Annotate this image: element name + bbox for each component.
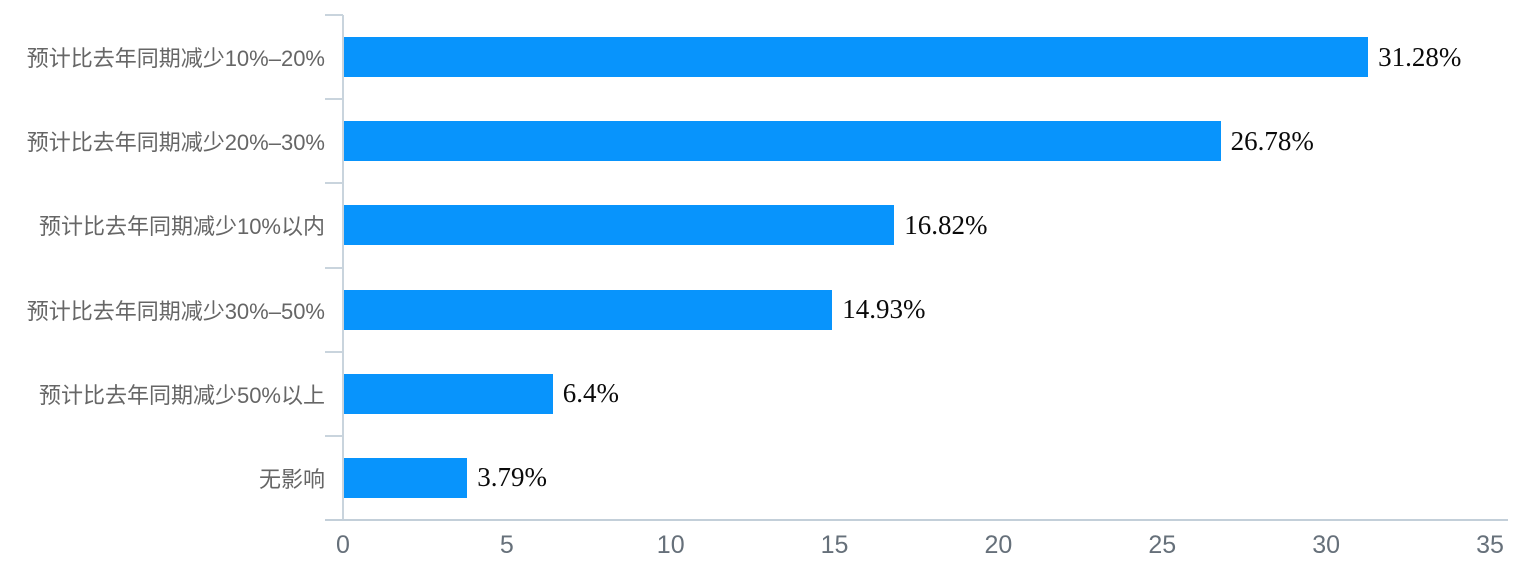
bar <box>343 121 1221 162</box>
value-label: 3.79% <box>477 462 547 493</box>
x-tick-label: 10 <box>656 531 685 559</box>
chart-row: 预计比去年同期减少50%以上 6.4% <box>0 352 1518 436</box>
x-tick-label: 20 <box>984 531 1013 559</box>
y-axis-tick <box>325 98 343 101</box>
bar <box>343 205 895 246</box>
category-label: 无影响 <box>258 466 325 492</box>
y-axis-line <box>342 15 344 520</box>
category-label: 预计比去年同期减少10%以内 <box>38 214 325 240</box>
x-axis-line <box>325 519 1508 521</box>
bar <box>343 37 1369 78</box>
x-tick-label: 25 <box>1148 531 1177 559</box>
bar <box>343 289 833 330</box>
x-tick-label: 0 <box>336 531 350 559</box>
y-axis-tick <box>325 266 343 269</box>
bar <box>343 373 553 414</box>
y-axis-tick <box>325 434 343 437</box>
value-label: 6.4% <box>562 378 619 409</box>
category-label: 预计比去年同期减少10%–20% <box>26 46 325 72</box>
chart-row: 预计比去年同期减少10%–20% 31.28% <box>0 15 1518 99</box>
y-axis-tick <box>325 182 343 185</box>
x-tick-label: 30 <box>1312 531 1341 559</box>
chart-row: 预计比去年同期减少30%–50% 14.93% <box>0 268 1518 352</box>
chart-row: 预计比去年同期减少20%–30% 26.78% <box>0 99 1518 183</box>
chart-row: 无影响 3.79% <box>0 436 1518 520</box>
y-axis-tick <box>325 350 343 353</box>
x-tick-label: 35 <box>1476 531 1504 559</box>
bar <box>343 457 468 498</box>
chart-row: 预计比去年同期减少10%以内 16.82% <box>0 183 1518 267</box>
category-label: 预计比去年同期减少20%–30% <box>26 130 325 156</box>
value-label: 31.28% <box>1378 41 1462 72</box>
x-tick-label: 15 <box>820 531 849 559</box>
value-label: 16.82% <box>904 209 988 240</box>
category-label: 预计比去年同期减少50%以上 <box>38 382 325 408</box>
value-label: 26.78% <box>1230 125 1314 156</box>
x-tick-label: 5 <box>499 531 514 559</box>
category-label: 预计比去年同期减少30%–50% <box>26 298 325 324</box>
y-axis-tick <box>325 14 343 16</box>
value-label: 14.93% <box>842 294 926 325</box>
